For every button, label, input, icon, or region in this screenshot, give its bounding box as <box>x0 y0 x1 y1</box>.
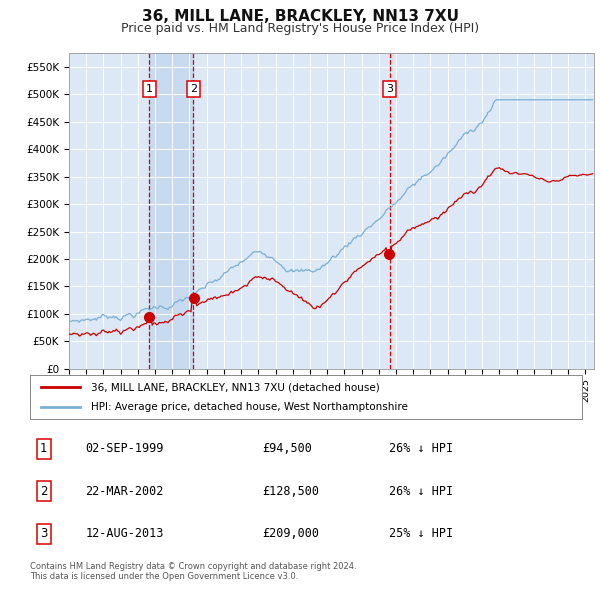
Text: Contains HM Land Registry data © Crown copyright and database right 2024.
This d: Contains HM Land Registry data © Crown c… <box>30 562 356 581</box>
Text: 2: 2 <box>190 84 197 94</box>
Text: 36, MILL LANE, BRACKLEY, NN13 7XU (detached house): 36, MILL LANE, BRACKLEY, NN13 7XU (detac… <box>91 382 379 392</box>
Bar <box>149 53 193 369</box>
Text: £94,500: £94,500 <box>262 442 312 455</box>
Text: 26% ↓ HPI: 26% ↓ HPI <box>389 442 453 455</box>
Text: £128,500: £128,500 <box>262 484 319 498</box>
Text: 22-MAR-2002: 22-MAR-2002 <box>85 484 164 498</box>
Text: 36, MILL LANE, BRACKLEY, NN13 7XU: 36, MILL LANE, BRACKLEY, NN13 7XU <box>142 9 458 24</box>
Text: Price paid vs. HM Land Registry's House Price Index (HPI): Price paid vs. HM Land Registry's House … <box>121 22 479 35</box>
Text: HPI: Average price, detached house, West Northamptonshire: HPI: Average price, detached house, West… <box>91 402 407 411</box>
Text: 2: 2 <box>40 484 47 498</box>
Text: 1: 1 <box>146 84 153 94</box>
Text: 3: 3 <box>40 527 47 540</box>
Text: 02-SEP-1999: 02-SEP-1999 <box>85 442 164 455</box>
Text: 25% ↓ HPI: 25% ↓ HPI <box>389 527 453 540</box>
Text: 12-AUG-2013: 12-AUG-2013 <box>85 527 164 540</box>
Text: £209,000: £209,000 <box>262 527 319 540</box>
Text: 3: 3 <box>386 84 393 94</box>
Text: 1: 1 <box>40 442 47 455</box>
Text: 26% ↓ HPI: 26% ↓ HPI <box>389 484 453 498</box>
